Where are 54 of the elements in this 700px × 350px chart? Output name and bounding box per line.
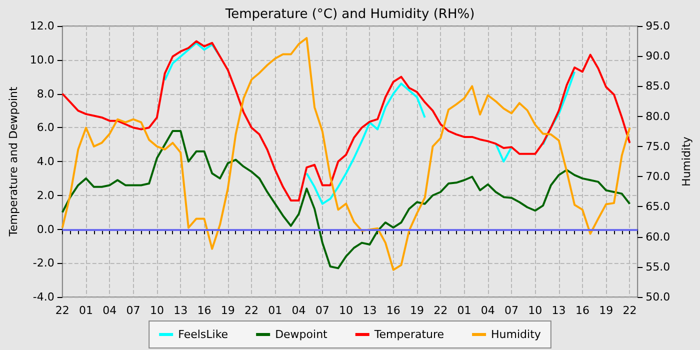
y2-tick-label: 90.0 — [646, 50, 670, 63]
x-tick-label: 22 — [244, 304, 259, 317]
x-tick-label: 13 — [174, 304, 188, 317]
y-tick-label: 12.0 — [30, 20, 54, 32]
y2-tick-label: 60.0 — [646, 230, 670, 244]
x-tick-label: 04 — [292, 304, 306, 317]
y2-tick-label: 85.0 — [646, 80, 670, 93]
y-axis-title: Temperature and Dewpoint — [7, 86, 20, 238]
x-tick-label: 16 — [197, 304, 212, 317]
legend-label: Dewpoint — [275, 328, 328, 341]
x-tick-label: 16 — [386, 304, 400, 317]
x-tick-label: 07 — [504, 304, 519, 317]
y-tick-label: 4.0 — [36, 155, 54, 168]
y2-tick-label: 65.0 — [646, 200, 670, 214]
x-tick-label: 13 — [552, 304, 566, 317]
chart-title: Temperature (°C) and Humidity (RH%) — [224, 7, 475, 22]
x-tick-label: 13 — [362, 304, 377, 317]
x-tick-label: 10 — [528, 304, 542, 317]
y2-tick-label: 55.0 — [646, 260, 670, 274]
y-tick-label: 10.0 — [30, 53, 54, 66]
y2-tick-label: 70.0 — [646, 170, 670, 184]
legend-label: Humidity — [491, 328, 542, 341]
x-tick-label: 22 — [434, 304, 448, 317]
x-tick-label: 04 — [480, 304, 495, 317]
x-tick-label: 01 — [457, 304, 472, 317]
y-tick-label: 8.0 — [36, 87, 54, 100]
y-tick-label: 6.0 — [36, 121, 54, 134]
x-tick-label: 01 — [79, 304, 94, 317]
y-tick-label: -2.0 — [32, 256, 54, 270]
y-tick-label: -4.0 — [32, 290, 54, 304]
y-tick-label: 2.0 — [36, 188, 54, 202]
legend-label: FeelsLike — [178, 328, 228, 341]
x-tick-label: 19 — [220, 304, 235, 317]
line-series — [61, 37, 631, 271]
y2-tick-label: 75.0 — [646, 140, 670, 153]
x-tick-label: 10 — [339, 304, 354, 317]
x-tick-label: 01 — [268, 304, 282, 317]
y2-tick-label: 80.0 — [646, 110, 670, 123]
y2-axis-title: Humidity — [680, 136, 693, 186]
x-tick-label: 22 — [622, 304, 637, 317]
x-tick-label: 22 — [55, 304, 70, 317]
x-tick-label: 19 — [410, 304, 424, 317]
x-tick-label: 19 — [599, 304, 614, 317]
legend-label: Temperature — [373, 328, 444, 341]
line-series — [61, 40, 631, 202]
x-tick-label: 04 — [102, 304, 117, 317]
x-tick-label: 10 — [150, 304, 164, 317]
y2-tick-label: 95.0 — [646, 20, 670, 32]
x-tick-label: 07 — [126, 304, 140, 317]
y2-tick-label: 50.0 — [646, 290, 670, 304]
x-tick-label: 07 — [315, 304, 330, 317]
line-series — [61, 130, 631, 270]
x-tick-label: 16 — [575, 304, 590, 317]
y-tick-label: 0.0 — [36, 222, 54, 236]
